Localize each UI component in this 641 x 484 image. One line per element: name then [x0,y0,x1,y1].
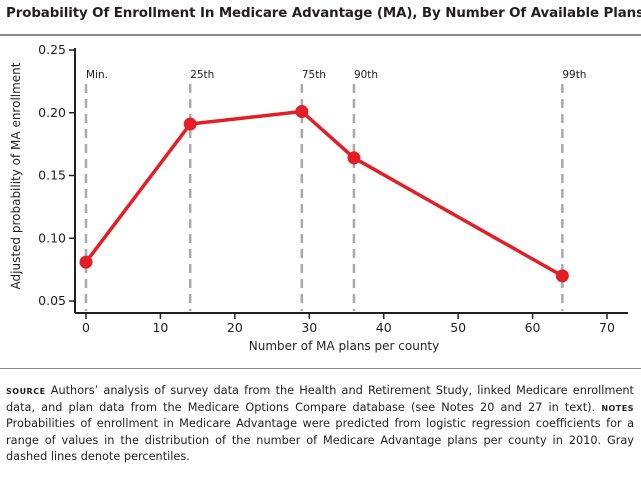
y-tick-label: 0.20 [38,105,66,120]
x-axis-title: Number of MA plans per county [249,339,439,353]
data-point [555,269,569,283]
y-tick-label: 0.15 [38,168,66,183]
x-tick-label: 0 [82,320,90,335]
notes-divider [0,368,641,369]
x-tick-label: 60 [525,320,541,335]
y-tick-label: 0.10 [38,230,66,245]
x-tick-label: 70 [599,320,615,335]
y-tick-label: 0.05 [38,293,66,308]
line-chart: Min. 25th 75th 90th 99th 0.05 0.10 0.15 0.20 0.2… [9,42,628,353]
source-text: Authors’ analysis of survey data from th… [6,384,634,414]
x-tick-label: 20 [227,320,243,335]
notes-text: Probabilities of enrollment in Medicare … [6,417,634,463]
data-series [79,104,569,283]
y-axis-title: Adjusted probability of MA enrollment [9,62,23,289]
data-point [183,117,197,131]
percentile-label: 25th [190,69,214,81]
axes: 0.05 0.10 0.15 0.20 0.25 0 10 20 30 40 50 60 70 [38,42,628,335]
x-tick-label: 40 [376,320,392,335]
x-tick-label: 10 [152,320,168,335]
data-point [79,255,93,269]
y-tick-label: 0.25 [38,42,66,57]
percentile-lines: Min. 25th 75th 90th 99th [84,69,586,311]
data-point [295,104,309,118]
percentile-label: 75th [302,69,326,81]
percentile-label: Min. [86,69,108,81]
notes-label: Notes [601,400,634,414]
source-label: Source [6,384,46,397]
percentile-label: 90th [354,69,378,81]
x-tick-label: 50 [450,320,466,335]
source-notes: Source Authors’ analysis of survey data … [6,383,634,466]
x-tick-label: 30 [301,320,317,335]
series-line [84,109,564,278]
percentile-label: 99th [562,69,586,81]
chart-title: Probability Of Enrollment In Medicare Ad… [6,6,641,21]
title-divider [0,34,641,36]
data-point [347,151,361,165]
